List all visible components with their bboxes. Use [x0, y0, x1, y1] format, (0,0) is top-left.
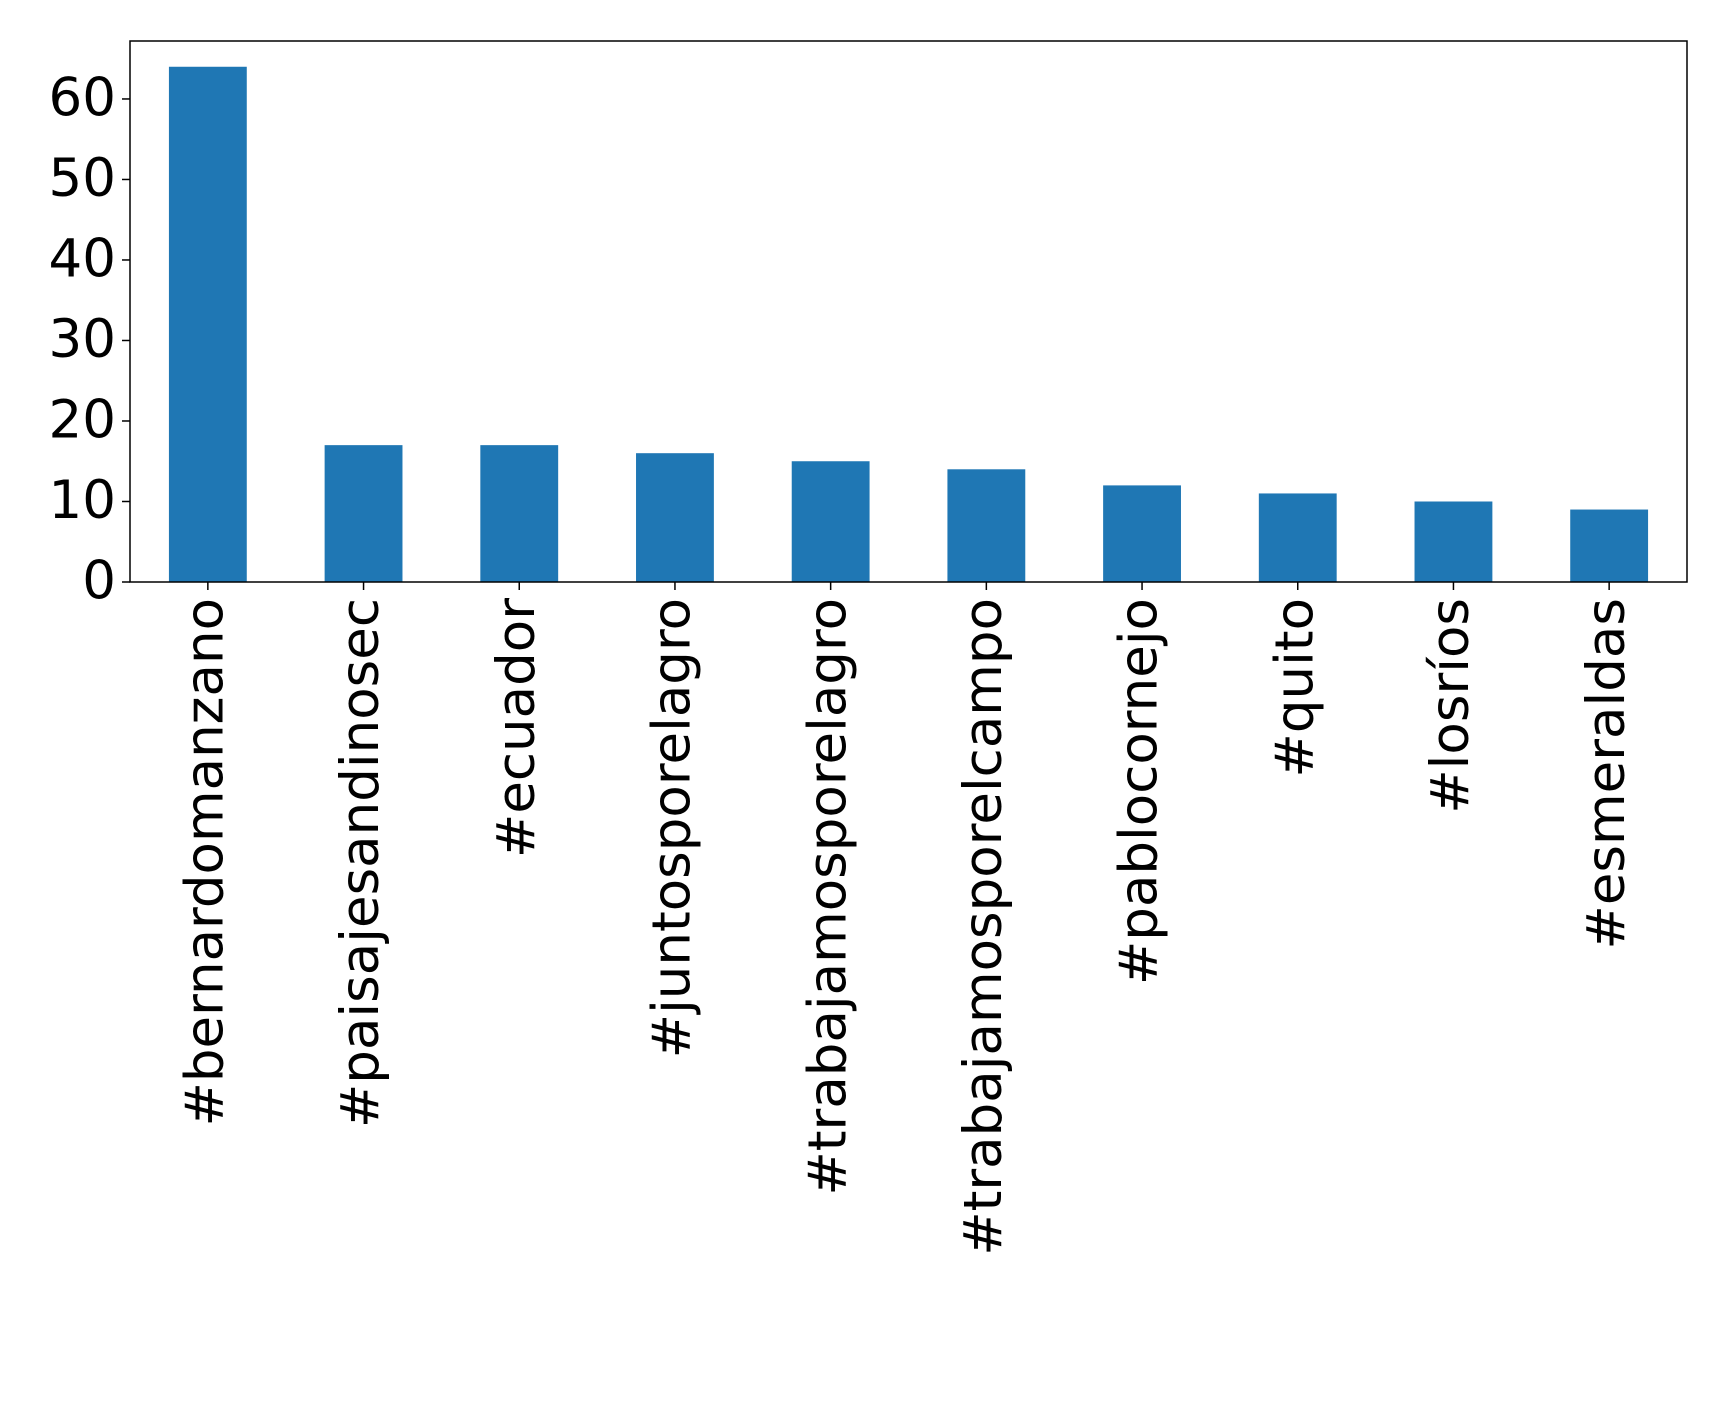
bar — [947, 469, 1026, 582]
x-tick-label: #esmeraldas — [1576, 598, 1637, 950]
bar — [636, 453, 714, 582]
bar — [1258, 493, 1337, 582]
x-tick-label: #quito — [1264, 598, 1325, 778]
bar — [1570, 509, 1649, 582]
y-tick-label: 40 — [49, 229, 116, 290]
x-tick-label: #trabajamosporelcampo — [953, 598, 1014, 1256]
y-tick-label: 10 — [49, 470, 116, 531]
x-tick-label: #bernardomanzano — [174, 598, 235, 1127]
y-tick-label: 60 — [49, 68, 116, 129]
x-tick-label: #paisajesandinosec — [330, 598, 391, 1128]
x-tick-label: #trabajamosporelagro — [797, 598, 858, 1196]
bar — [168, 66, 247, 582]
bar — [1414, 501, 1493, 582]
x-tick-label: #losríos — [1420, 598, 1481, 814]
x-tick-label: #ecuador — [486, 598, 547, 858]
x-tick-label: #pablocornejo — [1109, 598, 1170, 985]
bar — [324, 445, 403, 582]
y-tick-label: 20 — [49, 390, 116, 451]
bar — [791, 461, 870, 582]
bar — [1103, 485, 1181, 582]
bar — [480, 445, 559, 582]
x-tick-label: #juntosporelagro — [642, 598, 703, 1058]
y-tick-label: 0 — [82, 551, 116, 612]
plot-frame — [129, 40, 1688, 583]
y-tick-label: 30 — [49, 309, 116, 370]
y-tick-label: 50 — [49, 148, 116, 209]
